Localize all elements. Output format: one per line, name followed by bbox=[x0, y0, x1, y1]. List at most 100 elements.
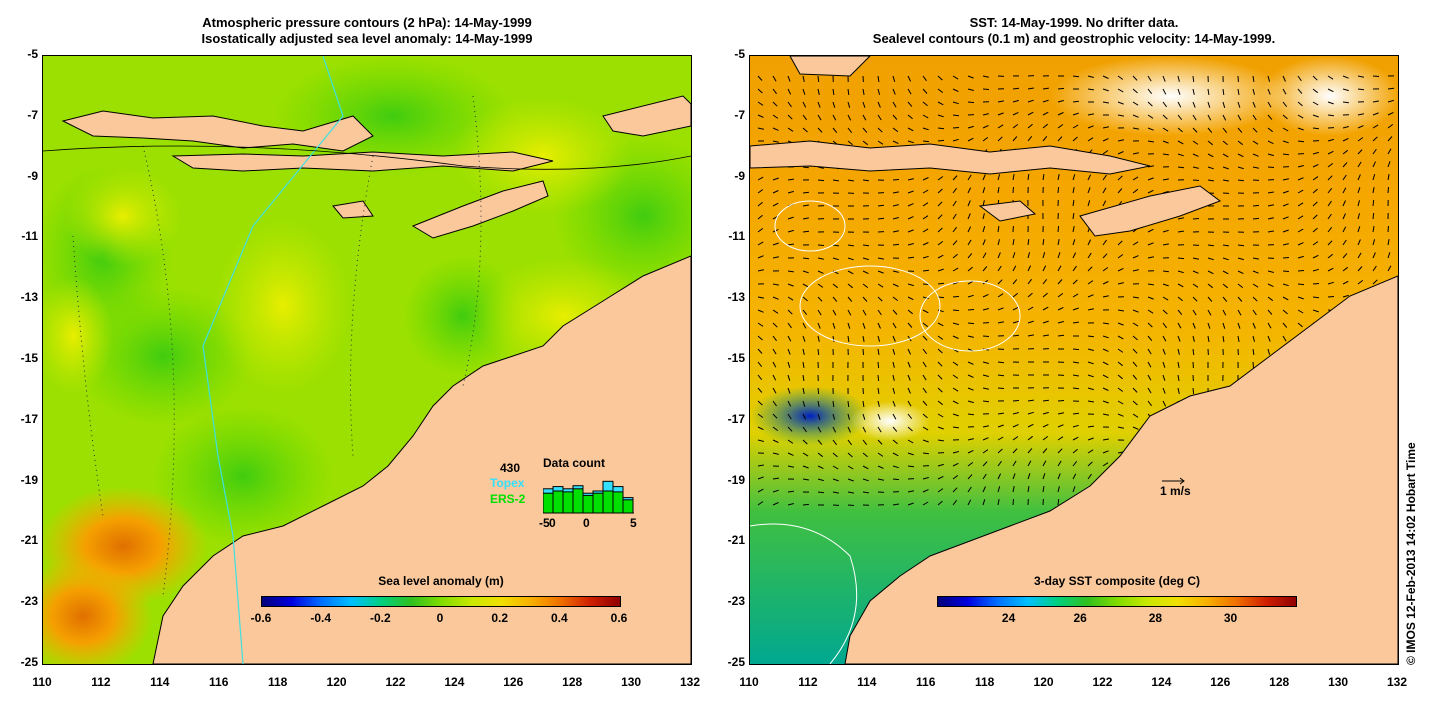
velocity-arrow bbox=[1387, 111, 1394, 116]
velocity-arrow bbox=[967, 387, 974, 391]
velocity-arrow bbox=[997, 321, 1004, 324]
velocity-arrow bbox=[1027, 460, 1032, 467]
velocity-arrow bbox=[832, 114, 837, 121]
velocity-arrow bbox=[1312, 254, 1319, 259]
velocity-arrow bbox=[1102, 138, 1109, 142]
velocity-arrow bbox=[1132, 348, 1138, 354]
velocity-arrow bbox=[817, 75, 820, 83]
velocity-arrow bbox=[832, 439, 837, 446]
velocity-arrow bbox=[862, 88, 865, 95]
velocity-arrow bbox=[1372, 124, 1379, 129]
velocity-arrow bbox=[892, 348, 896, 355]
velocity-arrow bbox=[1267, 153, 1274, 157]
colorbar-tick-label: 30 bbox=[1223, 611, 1238, 625]
sst-colorbar bbox=[937, 596, 1297, 607]
velocity-arrow bbox=[757, 296, 764, 299]
velocity-arrow bbox=[817, 270, 824, 274]
velocity-arrow bbox=[1342, 75, 1349, 79]
velocity-arrow bbox=[862, 465, 869, 470]
velocity-arrow bbox=[1192, 153, 1199, 157]
velocity-arrow bbox=[1267, 101, 1272, 108]
velocity-arrow bbox=[1282, 309, 1288, 315]
velocity-arrow bbox=[1147, 361, 1152, 368]
velocity-arrow bbox=[1042, 123, 1049, 129]
velocity-arrow bbox=[1252, 101, 1256, 108]
velocity-arrow bbox=[952, 426, 959, 429]
velocity-arrow bbox=[1342, 213, 1346, 220]
velocity-arrow bbox=[787, 270, 794, 273]
velocity-arrow bbox=[1117, 175, 1123, 181]
velocity-arrow bbox=[1387, 174, 1390, 181]
velocity-arrow bbox=[1222, 153, 1229, 158]
velocity-arrow bbox=[892, 191, 899, 194]
velocity-arrow bbox=[907, 75, 912, 82]
velocity-arrow bbox=[997, 412, 1004, 415]
velocity-arrow bbox=[1042, 448, 1048, 454]
right-title-line1: SST: 14-May-1999. No drifter data. bbox=[969, 15, 1179, 30]
velocity-arrow bbox=[952, 462, 959, 467]
velocity-arrow bbox=[997, 499, 1000, 506]
velocity-arrow bbox=[1102, 267, 1109, 272]
velocity-arrow bbox=[1072, 124, 1079, 129]
velocity-arrow bbox=[1297, 228, 1304, 233]
velocity-arrow bbox=[832, 257, 839, 261]
velocity-arrow bbox=[892, 283, 899, 287]
velocity-arrow bbox=[1372, 136, 1378, 142]
velocity-arrow bbox=[817, 387, 820, 395]
y-tick-label: -17 bbox=[20, 411, 38, 426]
velocity-arrow bbox=[952, 213, 957, 220]
histogram-bar-ers bbox=[572, 488, 584, 514]
velocity-arrow bbox=[1297, 114, 1304, 119]
velocity-arrow bbox=[877, 283, 884, 288]
velocity-arrow bbox=[817, 179, 825, 182]
velocity-arrow bbox=[1267, 204, 1275, 207]
velocity-arrow bbox=[1237, 88, 1240, 95]
velocity-arrow bbox=[922, 477, 929, 480]
velocity-arrow bbox=[1327, 114, 1334, 117]
velocity-arrow bbox=[772, 502, 779, 506]
velocity-arrow bbox=[997, 293, 1004, 298]
velocity-arrow bbox=[1057, 225, 1060, 233]
australia-land-sst bbox=[844, 275, 1398, 664]
velocity-arrow bbox=[967, 374, 974, 378]
velocity-arrow bbox=[1162, 335, 1167, 342]
velocity-arrow bbox=[1237, 244, 1245, 247]
y-tick-label: -13 bbox=[20, 290, 38, 305]
velocity-arrow bbox=[1252, 166, 1259, 169]
velocity-arrow bbox=[1237, 101, 1241, 108]
velocity-arrow bbox=[1177, 127, 1183, 133]
velocity-arrow bbox=[892, 243, 900, 246]
velocity-arrow bbox=[1027, 174, 1030, 181]
velocity-arrow bbox=[1087, 88, 1094, 91]
colorbar-tick-label: 28 bbox=[1148, 611, 1163, 625]
velocity-arrow bbox=[1162, 140, 1169, 144]
velocity-arrow bbox=[1027, 435, 1034, 441]
velocity-arrow bbox=[952, 281, 959, 285]
velocity-arrow bbox=[1282, 127, 1289, 132]
velocity-arrow bbox=[1327, 253, 1334, 259]
velocity-arrow bbox=[847, 335, 850, 342]
velocity-arrow bbox=[997, 226, 1000, 233]
x-tick-label: 112 bbox=[91, 675, 111, 689]
velocity-arrow bbox=[1297, 255, 1304, 259]
velocity-arrow bbox=[757, 214, 763, 220]
velocity-arrow bbox=[1162, 387, 1166, 394]
velocity-arrow bbox=[1027, 411, 1034, 415]
velocity-arrow bbox=[847, 179, 854, 182]
velocity-arrow bbox=[967, 88, 974, 91]
velocity-arrow bbox=[952, 253, 958, 259]
velocity-arrow bbox=[892, 217, 899, 220]
velocity-arrow bbox=[1102, 450, 1109, 454]
velocity-arrow bbox=[1012, 320, 1019, 324]
sst-map-panel: 1 m/s 3-day SST composite (deg C) 24 26 28… bbox=[749, 55, 1399, 665]
velocity-arrow bbox=[1087, 200, 1091, 207]
velocity-arrow bbox=[1177, 283, 1184, 288]
velocity-arrow bbox=[967, 474, 973, 480]
velocity-arrow bbox=[1222, 283, 1229, 289]
velocity-arrow bbox=[1297, 165, 1304, 168]
velocity-arrow bbox=[967, 280, 974, 285]
colorbar-tick-label: 26 bbox=[1073, 611, 1087, 625]
velocity-arrow bbox=[1312, 201, 1318, 207]
velocity-arrow bbox=[892, 127, 899, 133]
velocity-arrow bbox=[1327, 226, 1333, 233]
